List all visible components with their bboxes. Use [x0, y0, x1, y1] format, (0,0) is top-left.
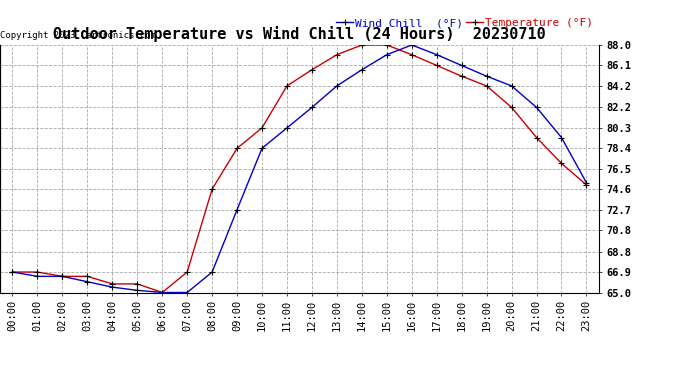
Legend: Wind Chill  (°F), Temperature (°F): Wind Chill (°F), Temperature (°F) [336, 18, 593, 28]
Text: Copyright 2023 Cartronics.com: Copyright 2023 Cartronics.com [0, 31, 156, 40]
Title: Outdoor Temperature vs Wind Chill (24 Hours)  20230710: Outdoor Temperature vs Wind Chill (24 Ho… [53, 27, 546, 42]
